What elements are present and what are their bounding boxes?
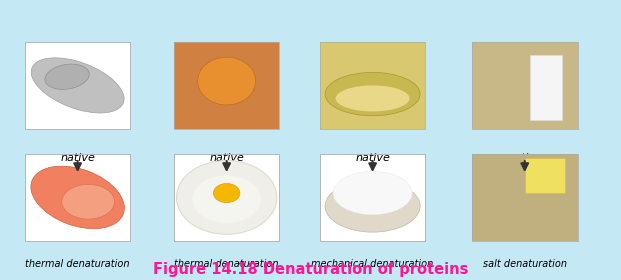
Bar <box>320 42 425 129</box>
Bar <box>472 154 578 241</box>
Bar <box>320 154 425 241</box>
Bar <box>530 55 561 120</box>
Bar <box>174 154 279 241</box>
Text: native: native <box>209 153 244 163</box>
Bar <box>174 42 279 129</box>
Bar <box>472 42 578 129</box>
Bar <box>174 42 279 129</box>
Bar <box>472 154 578 241</box>
Ellipse shape <box>45 64 89 89</box>
Ellipse shape <box>325 180 420 232</box>
Ellipse shape <box>31 58 124 113</box>
Ellipse shape <box>335 85 410 111</box>
Text: thermal denaturation: thermal denaturation <box>25 259 130 269</box>
Ellipse shape <box>176 160 277 234</box>
Bar <box>320 42 425 129</box>
Text: salt denaturation: salt denaturation <box>483 259 567 269</box>
Bar <box>25 42 130 129</box>
Text: native: native <box>355 153 390 163</box>
Ellipse shape <box>197 57 256 105</box>
Ellipse shape <box>31 166 124 229</box>
Text: mechanical denaturation: mechanical denaturation <box>312 259 433 269</box>
Bar <box>25 154 130 241</box>
Bar <box>472 154 578 241</box>
Bar <box>174 154 279 241</box>
Text: native: native <box>60 153 95 163</box>
Bar <box>320 154 425 241</box>
Text: thermal denaturation: thermal denaturation <box>175 259 279 269</box>
Ellipse shape <box>214 183 240 203</box>
Ellipse shape <box>333 171 412 215</box>
Ellipse shape <box>193 175 261 223</box>
Bar <box>320 42 425 129</box>
Bar <box>525 158 565 193</box>
Bar <box>25 154 130 241</box>
Ellipse shape <box>325 73 420 116</box>
Text: Figure 14.18 Denaturation of proteins: Figure 14.18 Denaturation of proteins <box>153 262 468 277</box>
Bar <box>472 42 578 129</box>
Ellipse shape <box>62 185 115 219</box>
Bar <box>174 42 279 129</box>
Bar <box>472 42 578 129</box>
Text: native: native <box>507 153 542 163</box>
Bar <box>25 42 130 129</box>
